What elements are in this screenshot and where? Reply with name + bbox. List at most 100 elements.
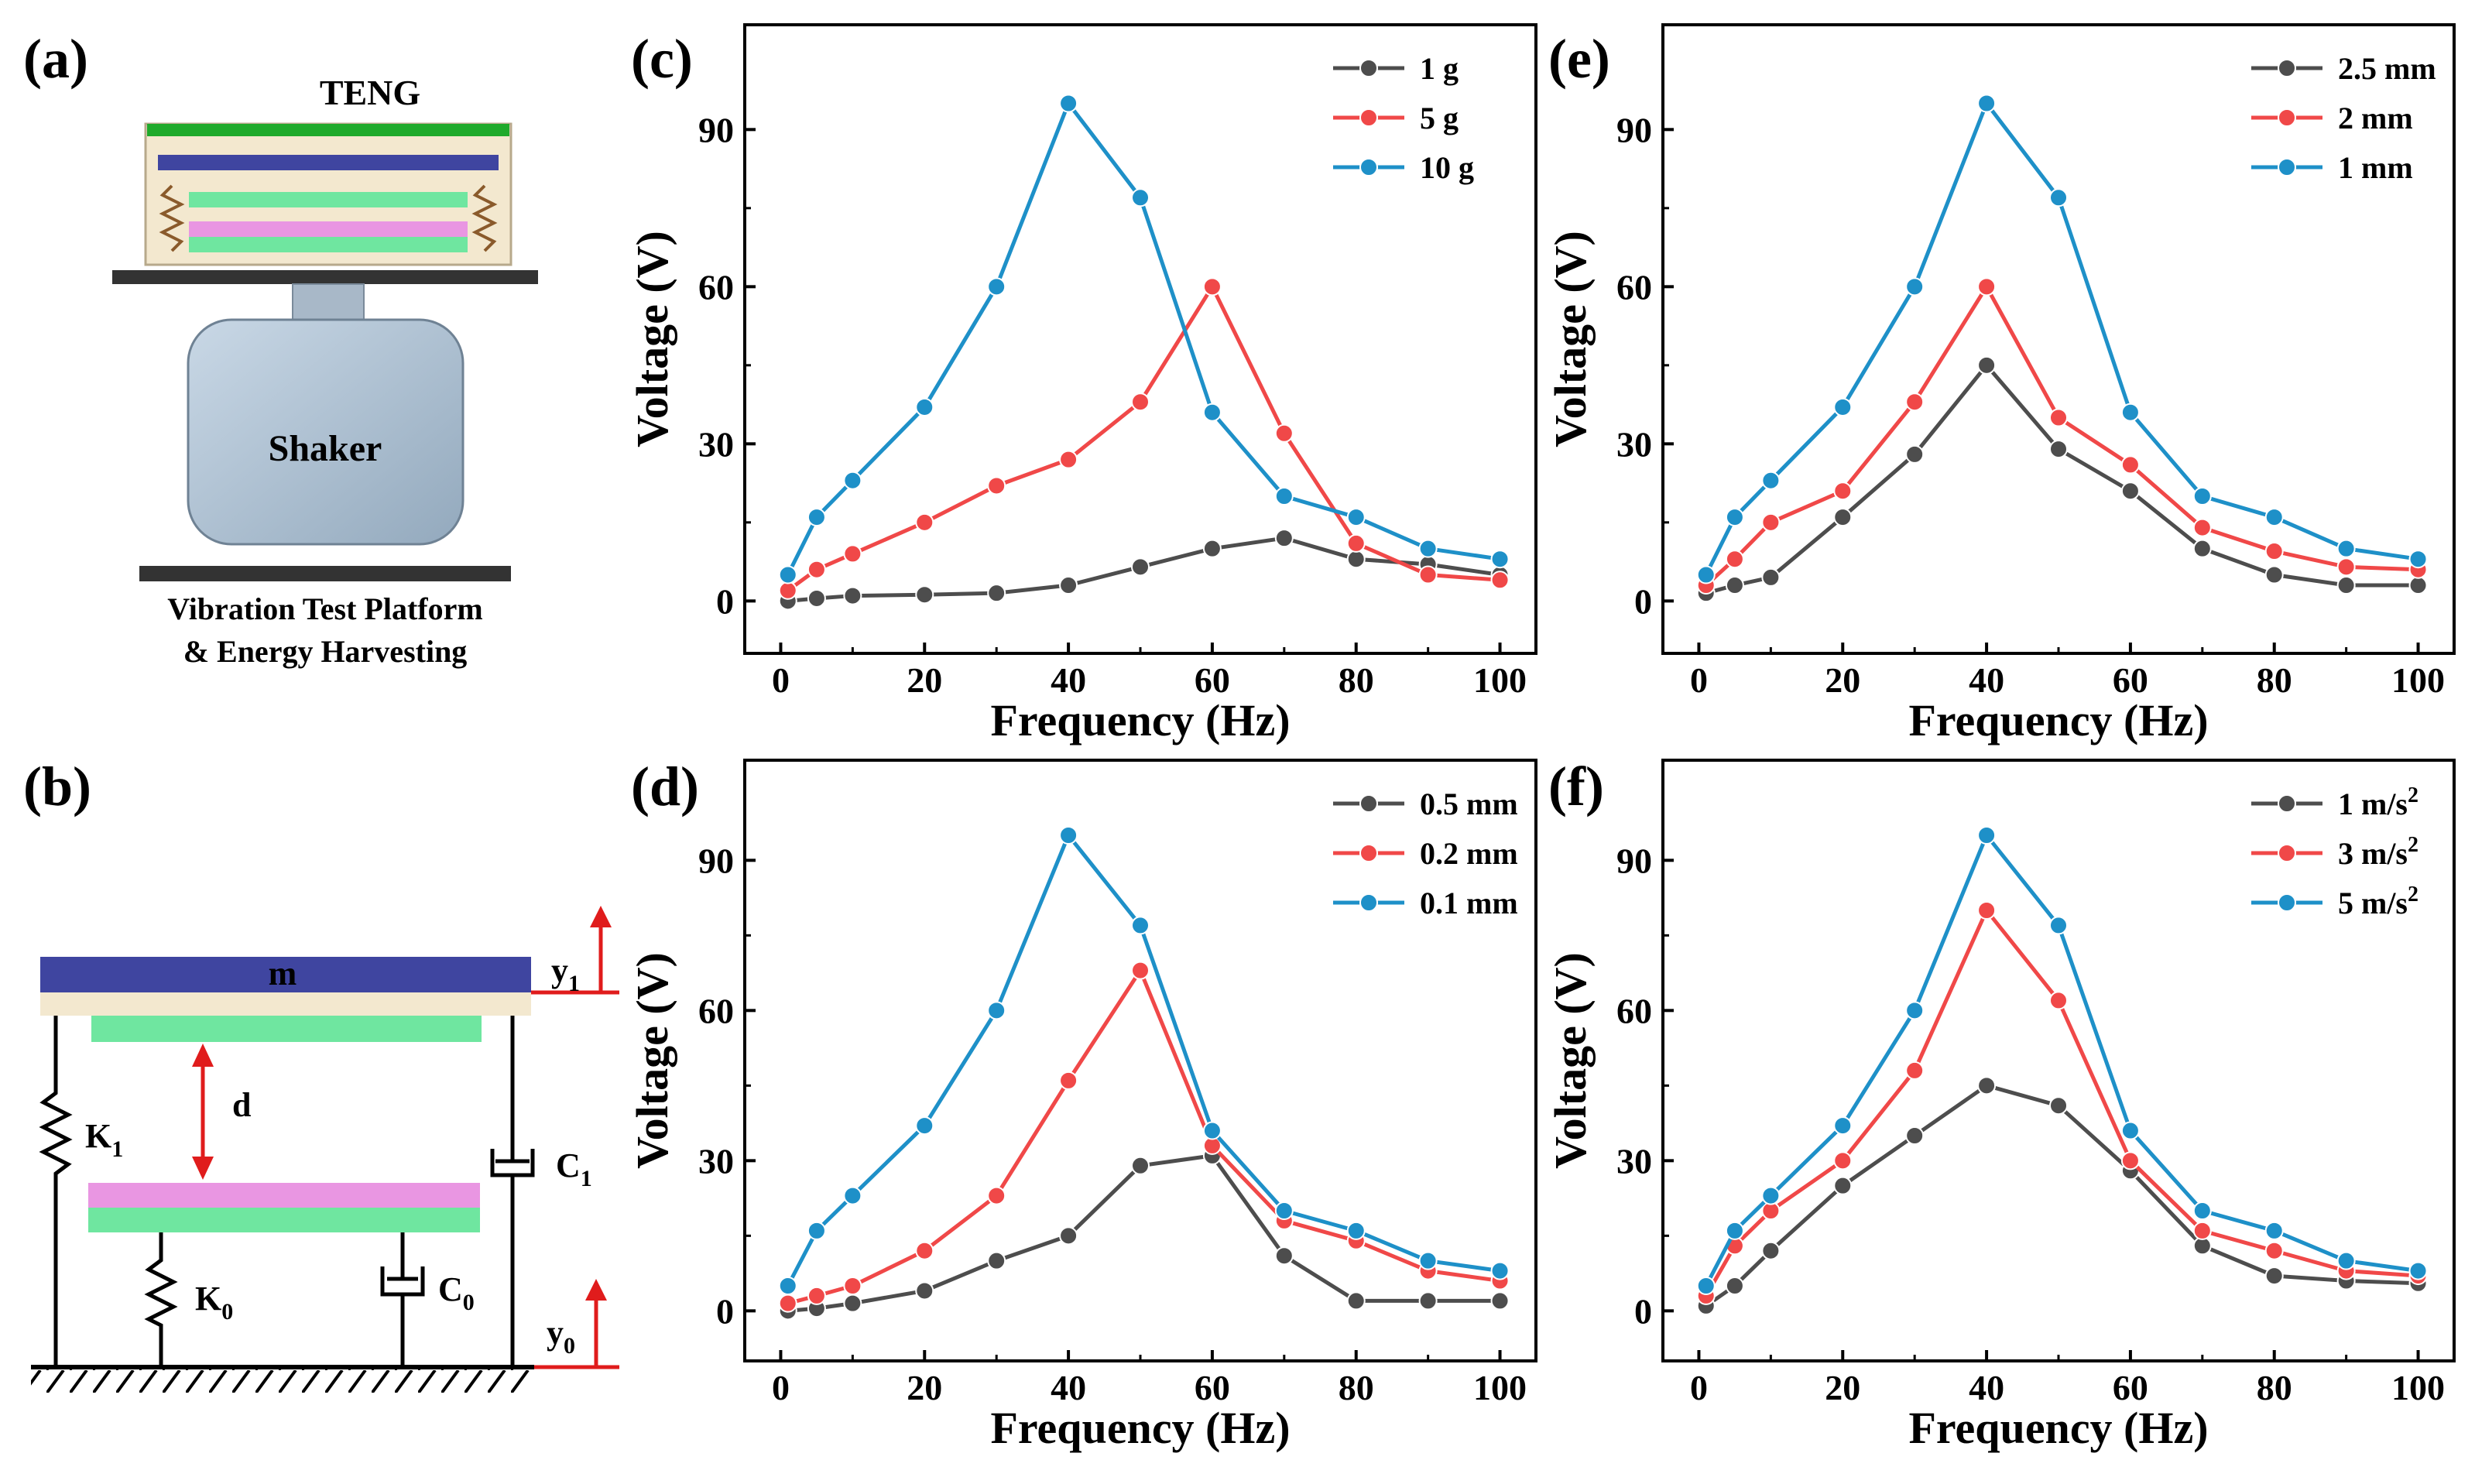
data-point — [1725, 576, 1744, 595]
x-tick-label: 40 — [1969, 660, 2004, 700]
y-tick-label: 0 — [716, 1291, 734, 1331]
shaker-label: Shaker — [269, 428, 382, 469]
spring-k0-label: K0 — [195, 1280, 233, 1325]
teng-layer-pink — [189, 221, 468, 237]
series-line — [787, 968, 1500, 1306]
x-tick-label: 40 — [1051, 660, 1086, 700]
y-tick-label: 60 — [1616, 267, 1652, 307]
data-point — [1977, 901, 1997, 920]
data-point — [807, 560, 826, 579]
data-point — [1131, 916, 1150, 935]
data-point — [1905, 1061, 1925, 1080]
y-tick-label: 90 — [1616, 841, 1652, 880]
y0-arrowhead — [585, 1279, 607, 1301]
lower-pink-layer — [88, 1183, 480, 1208]
spring-k1 — [39, 1016, 73, 1367]
legend-entry: 5 m/s2 — [2338, 883, 2418, 920]
data-point — [987, 1186, 1006, 1205]
data-point — [1059, 450, 1078, 469]
y-axis-title: Voltage (V) — [1545, 952, 1596, 1169]
data-point — [807, 588, 826, 608]
x-tick-label: 80 — [2257, 660, 2292, 700]
gap-arrow-down — [192, 1157, 214, 1180]
data-point — [1490, 571, 1510, 590]
x-tick-label: 40 — [1051, 1368, 1086, 1407]
data-point — [1833, 397, 1853, 416]
data-point — [1274, 1201, 1294, 1220]
x-tick-label: 0 — [1690, 660, 1708, 700]
data-point — [1905, 392, 1925, 412]
data-point — [2264, 1221, 2284, 1240]
data-point — [1418, 539, 1438, 558]
legend-marker — [2278, 893, 2296, 912]
mass-block — [40, 957, 531, 992]
legend-marker — [2278, 59, 2296, 77]
y-tick-label: 60 — [698, 267, 734, 307]
data-point — [1490, 1261, 1510, 1280]
data-point — [1761, 1241, 1781, 1260]
data-point — [778, 581, 797, 600]
data-point — [1725, 550, 1744, 569]
legend-entry: 0.5 mm — [1420, 787, 1518, 821]
caption-line-1: Vibration Test Platform — [167, 591, 482, 626]
data-point — [1977, 355, 1997, 375]
data-point — [1761, 471, 1781, 490]
legend-marker — [2278, 844, 2296, 862]
data-point — [1833, 1116, 1853, 1136]
data-point — [1059, 576, 1078, 595]
data-point — [2049, 1096, 2068, 1116]
data-point — [2120, 1121, 2140, 1140]
chart-e: (e) 0 20 40 60 80 100 0 30 60 90 Frequency (Hz) Volt… — [1545, 23, 2456, 745]
x-tick-label: 80 — [2257, 1368, 2292, 1407]
data-point — [2120, 455, 2140, 475]
data-point — [915, 512, 934, 532]
teng-layer-upper — [189, 192, 468, 207]
legend-marker — [1359, 158, 1378, 177]
data-point — [778, 565, 797, 584]
y1-arrowhead — [590, 906, 612, 927]
data-point — [2192, 1201, 2212, 1220]
legend-entry: 2.5 mm — [2338, 51, 2436, 86]
series-line — [786, 101, 1500, 576]
panel-f-label: (f) — [1548, 756, 1604, 817]
y-axis-title: Voltage (V) — [627, 952, 677, 1169]
data-point — [2408, 1261, 2428, 1280]
data-point — [1833, 1176, 1853, 1195]
x-tick-label: 20 — [1825, 1368, 1860, 1407]
data-point — [1905, 277, 1925, 296]
y-tick-label: 0 — [716, 581, 734, 621]
x-tick-label: 20 — [907, 660, 942, 700]
data-point — [1131, 961, 1150, 980]
x-tick-label: 80 — [1339, 660, 1374, 700]
legend-entry: 5 g — [1420, 101, 1459, 135]
data-point — [1131, 1156, 1150, 1175]
data-point — [1977, 94, 1997, 113]
caption-line-2: & Energy Harvesting — [183, 634, 468, 669]
data-point — [2336, 576, 2356, 595]
series-line — [1705, 1083, 2418, 1307]
data-point — [807, 508, 826, 527]
y-tick-label: 90 — [698, 841, 734, 880]
legend-marker — [1359, 794, 1378, 813]
data-point — [1131, 188, 1150, 207]
x-tick-label: 0 — [1690, 1368, 1708, 1407]
data-point — [1977, 277, 1997, 296]
data-point — [778, 1277, 797, 1295]
panel-c-label: (c) — [631, 28, 693, 90]
data-point — [915, 397, 934, 416]
chart-f: (f) 0 20 40 60 80 100 0 30 60 90 Frequency (Hz) Volt… — [1545, 756, 2456, 1453]
data-point — [1346, 1221, 1366, 1240]
data-point — [1490, 1291, 1510, 1311]
data-point — [843, 1186, 862, 1205]
data-point — [1274, 423, 1294, 443]
data-point — [2264, 1266, 2284, 1286]
data-point — [843, 1277, 862, 1295]
y-tick-label: 30 — [698, 1141, 734, 1181]
data-point — [915, 1281, 934, 1301]
x-tick-label: 0 — [772, 1368, 790, 1407]
y-tick-label: 30 — [1616, 424, 1652, 464]
shaker-body — [187, 318, 464, 546]
x-axis-title: Frequency (Hz) — [990, 695, 1290, 745]
data-point — [987, 1251, 1006, 1270]
